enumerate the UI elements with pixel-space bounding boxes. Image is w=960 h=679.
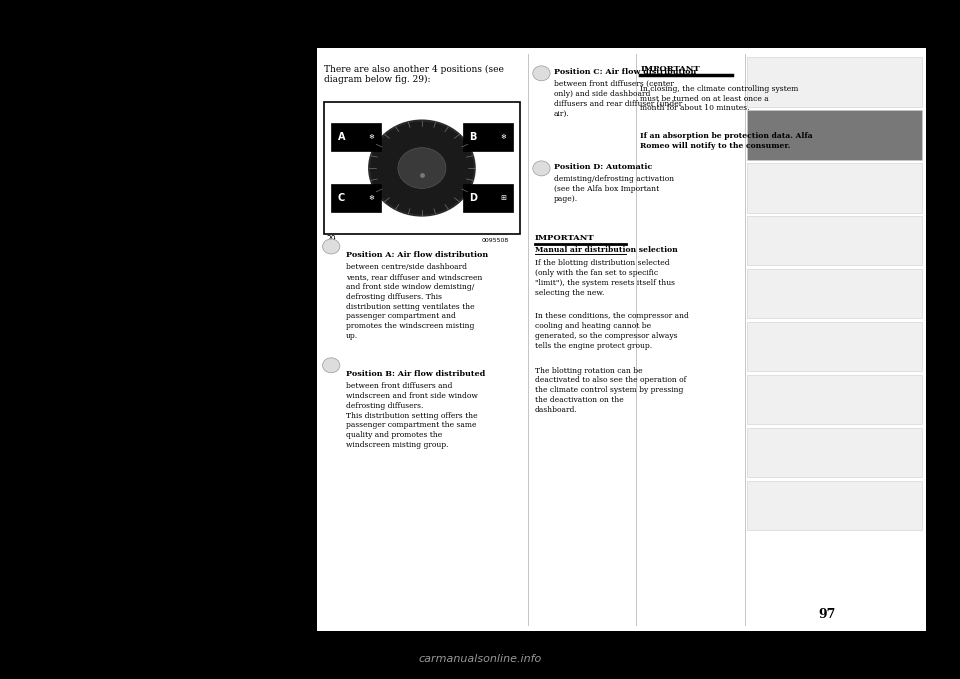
Text: B: B [469, 132, 477, 142]
Text: Position C: Air flow distribution: Position C: Air flow distribution [554, 68, 696, 76]
Bar [463, 183, 513, 212]
Text: Position A: Air flow distribution: Position A: Air flow distribution [346, 251, 488, 259]
Text: C: C [338, 193, 346, 203]
Text: between front diffusers and
windscreen and front side window
defrosting diffuser: between front diffusers and windscreen a… [346, 382, 477, 449]
Ellipse shape [533, 66, 550, 81]
Ellipse shape [323, 358, 340, 373]
Text: ❄: ❄ [369, 134, 374, 140]
Text: A: A [338, 132, 346, 142]
Bar [324, 102, 520, 234]
Text: IMPORTANT: IMPORTANT [640, 65, 700, 73]
Text: ⊞: ⊞ [500, 195, 506, 201]
Text: ❄: ❄ [500, 134, 506, 140]
Text: ❄: ❄ [369, 195, 374, 201]
Bar [317, 48, 926, 631]
Bar [747, 322, 922, 371]
Text: There are also another 4 positions (see
diagram below fig. 29):: There are also another 4 positions (see … [324, 65, 503, 84]
Bar [747, 481, 922, 530]
Text: The blotting rotation can be
deactivated to also see the operation of
the climat: The blotting rotation can be deactivated… [535, 367, 686, 414]
Ellipse shape [533, 161, 550, 176]
Text: 29: 29 [326, 236, 336, 244]
Text: carmanualsonline.info: carmanualsonline.info [419, 654, 541, 664]
Text: Manual air distribution selection: Manual air distribution selection [535, 246, 678, 254]
Ellipse shape [323, 239, 340, 254]
Ellipse shape [398, 148, 445, 188]
Bar [747, 57, 922, 107]
Text: If an absorption be protection data. Alfa
Romeo will notify to the consumer.: If an absorption be protection data. Alf… [640, 132, 813, 150]
Text: 97: 97 [819, 608, 836, 621]
Text: Position D: Automatic: Position D: Automatic [554, 163, 652, 171]
Text: D: D [469, 193, 477, 203]
Bar [331, 183, 381, 212]
Bar [747, 216, 922, 265]
Text: demisting/defrosting activation
(see the Alfa box Important
page).: demisting/defrosting activation (see the… [554, 175, 674, 203]
Bar [747, 269, 922, 318]
Text: In these conditions, the compressor and
cooling and heating cannot be
generated,: In these conditions, the compressor and … [535, 312, 688, 350]
Bar [747, 428, 922, 477]
Bar [463, 122, 513, 151]
Bar [331, 122, 381, 151]
Bar [747, 375, 922, 424]
Ellipse shape [369, 120, 474, 216]
Text: between centre/side dashboard
vents, rear diffuser and windscreen
and front side: between centre/side dashboard vents, rea… [346, 263, 482, 340]
Bar [747, 163, 922, 213]
Text: 0095508: 0095508 [482, 238, 509, 243]
Bar [747, 110, 922, 160]
Text: If the blotting distribution selected
(only with the fan set to specific
"limit": If the blotting distribution selected (o… [535, 259, 675, 297]
Text: IMPORTANT: IMPORTANT [535, 234, 594, 242]
Text: between front diffusers (center
only) and side dashboard
diffusers and rear diff: between front diffusers (center only) an… [554, 80, 683, 117]
Text: In closing, the climate controlling system
must be turned on at least once a
mon: In closing, the climate controlling syst… [640, 85, 799, 113]
Text: Position B: Air flow distributed: Position B: Air flow distributed [346, 370, 485, 378]
